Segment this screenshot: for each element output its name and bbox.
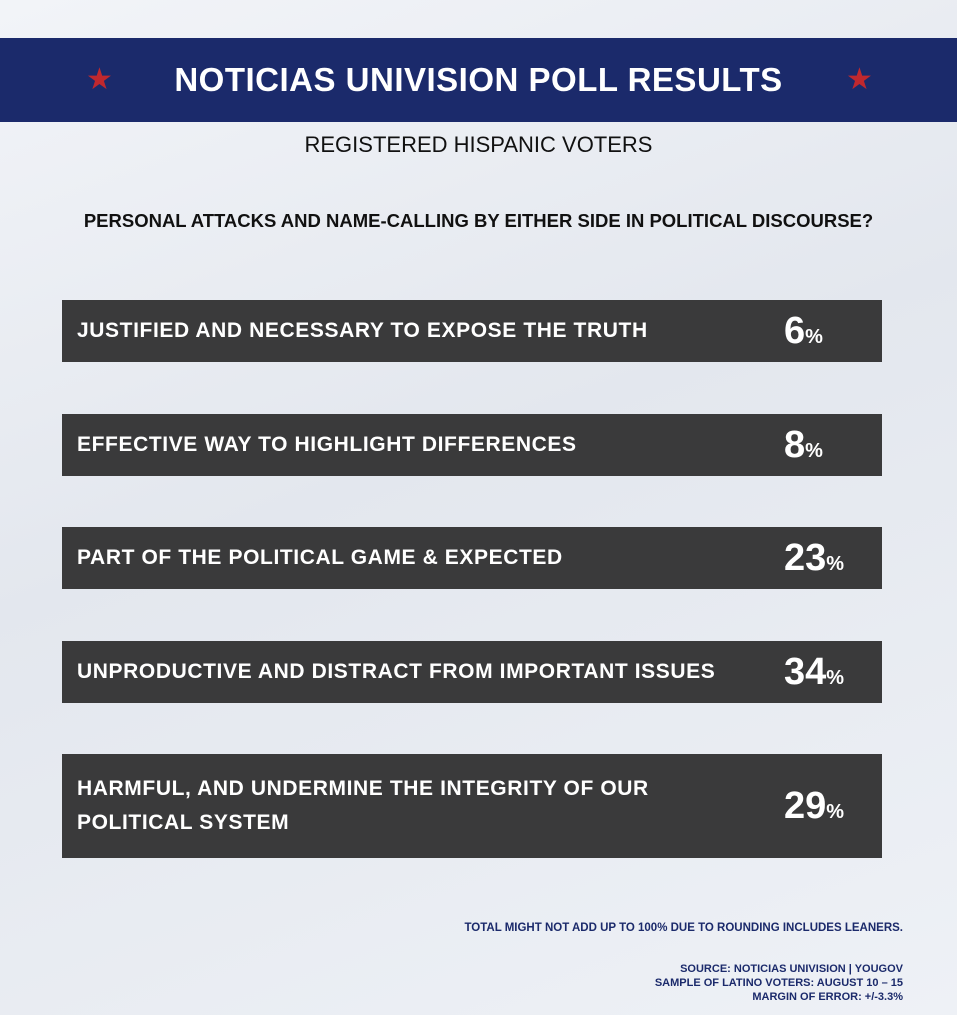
source: SOURCE: NOTICIAS UNIVISION | YOUGOV SAMPL… (655, 962, 903, 1004)
answer-row: UNPRODUCTIVE AND DISTRACT FROM IMPORTANT… (62, 641, 882, 703)
value-unit: % (826, 552, 845, 575)
star: ★ (86, 63, 113, 96)
source-line: SAMPLE OF LATINO VOTERS: AUGUST 10 – 15 (654, 977, 903, 989)
value-number: 8 (784, 423, 806, 466)
value-unit: % (826, 666, 845, 689)
value-number: 6 (784, 309, 806, 352)
answer-label: PART OF THE POLITICAL GAME & EXPECTED (77, 546, 563, 569)
answer-value: 23% (784, 537, 844, 580)
header-band: ★ NOTICIAS UNIVISION POLL RESULTS ★ (0, 38, 957, 122)
answer-value: 8% (784, 424, 823, 467)
question: PERSONAL ATTACKS AND NAME-CALLING BY EIT… (83, 210, 874, 231)
value-number: 23 (784, 536, 827, 579)
answer-label: JUSTIFIED AND NECESSARY TO EXPOSE THE TR… (77, 319, 648, 342)
answer-label: EFFECTIVE WAY TO HIGHLIGHT DIFFERENCES (77, 433, 577, 456)
answer-value: 34% (784, 651, 844, 694)
value-unit: % (805, 325, 823, 348)
value-number: 34 (784, 650, 827, 693)
answer-value: 6% (784, 310, 823, 353)
value-unit: % (826, 800, 845, 823)
source-line: MARGIN OF ERROR: +/-3.3% (752, 991, 903, 1003)
footnote: TOTAL MIGHT NOT ADD UP TO 100% DUE TO RO… (464, 922, 903, 934)
source-line: SOURCE: NOTICIAS UNIVISION | YOUGOV (680, 963, 903, 975)
answer-row: JUSTIFIED AND NECESSARY TO EXPOSE THE TR… (62, 300, 882, 362)
answer-row: PART OF THE POLITICAL GAME & EXPECTED 23% (62, 527, 882, 589)
answer-value: 29% (784, 785, 844, 828)
value-number: 29 (784, 784, 827, 827)
answer-row: HARMFUL, AND UNDERMINE THE INTEGRITY OF … (62, 754, 882, 858)
value-unit: % (805, 439, 823, 462)
answer-label: HARMFUL, AND UNDERMINE THE INTEGRITY OF … (77, 777, 649, 834)
title: NOTICIAS UNIVISION POLL RESULTS (174, 61, 783, 98)
answer-row: EFFECTIVE WAY TO HIGHLIGHT DIFFERENCES 8% (62, 414, 882, 476)
subtitle: REGISTERED HISPANIC VOTERS (304, 132, 653, 157)
answer-label: UNPRODUCTIVE AND DISTRACT FROM IMPORTANT… (77, 660, 716, 683)
star: ★ (846, 63, 873, 96)
